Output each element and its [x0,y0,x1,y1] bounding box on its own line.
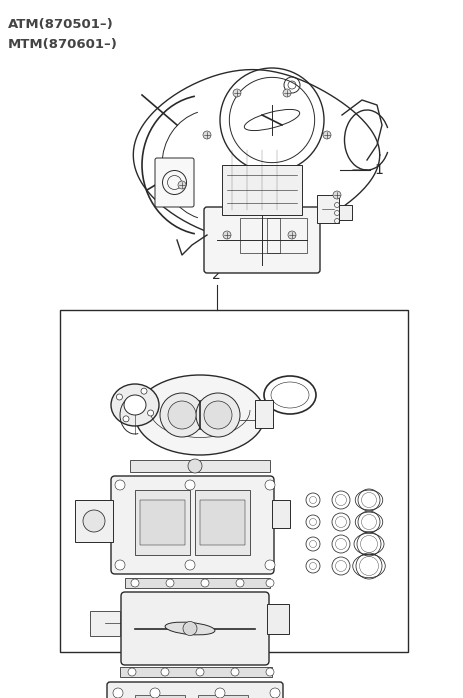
FancyBboxPatch shape [204,207,319,273]
Bar [90,611,120,636]
Circle shape [232,89,240,97]
Circle shape [178,181,186,189]
Ellipse shape [124,395,146,415]
Bar [316,195,338,223]
Bar [125,578,269,588]
FancyBboxPatch shape [111,476,274,574]
Circle shape [265,579,274,587]
Bar [332,205,351,220]
Circle shape [236,579,244,587]
Circle shape [166,579,174,587]
Circle shape [332,191,340,199]
Circle shape [195,393,239,437]
Bar [135,695,185,698]
Bar [75,500,113,542]
Circle shape [150,688,160,698]
Circle shape [195,668,204,676]
Circle shape [231,668,238,676]
FancyBboxPatch shape [155,158,194,207]
Circle shape [288,231,295,239]
Circle shape [269,688,279,698]
Circle shape [282,89,290,97]
Circle shape [113,688,123,698]
Circle shape [116,394,122,400]
Circle shape [322,131,330,139]
Circle shape [131,579,139,587]
Circle shape [128,668,136,676]
Circle shape [264,480,275,490]
Ellipse shape [135,375,264,455]
Circle shape [204,401,232,429]
Bar [239,218,279,253]
Circle shape [185,560,194,570]
Bar [198,695,247,698]
Bar [266,604,288,634]
Text: 1: 1 [373,163,382,177]
Circle shape [202,131,211,139]
Bar [271,500,289,528]
Bar [120,667,271,677]
Circle shape [168,401,195,429]
Bar [255,400,272,428]
Text: 2: 2 [212,268,220,282]
Ellipse shape [165,622,214,635]
Circle shape [141,388,147,394]
Ellipse shape [111,384,159,426]
Circle shape [115,560,125,570]
Circle shape [123,416,129,422]
Text: MTM(870601–): MTM(870601–) [8,38,118,51]
Bar [130,460,269,472]
Circle shape [160,393,204,437]
Bar [200,500,244,545]
Bar [266,218,307,253]
Bar [135,490,189,555]
Circle shape [161,668,169,676]
FancyBboxPatch shape [107,682,282,698]
Circle shape [185,480,194,490]
Circle shape [115,480,125,490]
Circle shape [214,688,225,698]
Bar [194,490,250,555]
Circle shape [265,668,274,676]
Circle shape [188,459,201,473]
Bar [60,310,407,652]
Text: ATM(870501–): ATM(870501–) [8,18,113,31]
Circle shape [264,560,275,570]
Circle shape [83,510,105,532]
Circle shape [200,579,208,587]
Bar [221,165,301,215]
Bar [140,500,185,545]
Circle shape [223,231,231,239]
Circle shape [182,621,197,635]
Circle shape [147,410,153,416]
FancyBboxPatch shape [121,592,269,665]
